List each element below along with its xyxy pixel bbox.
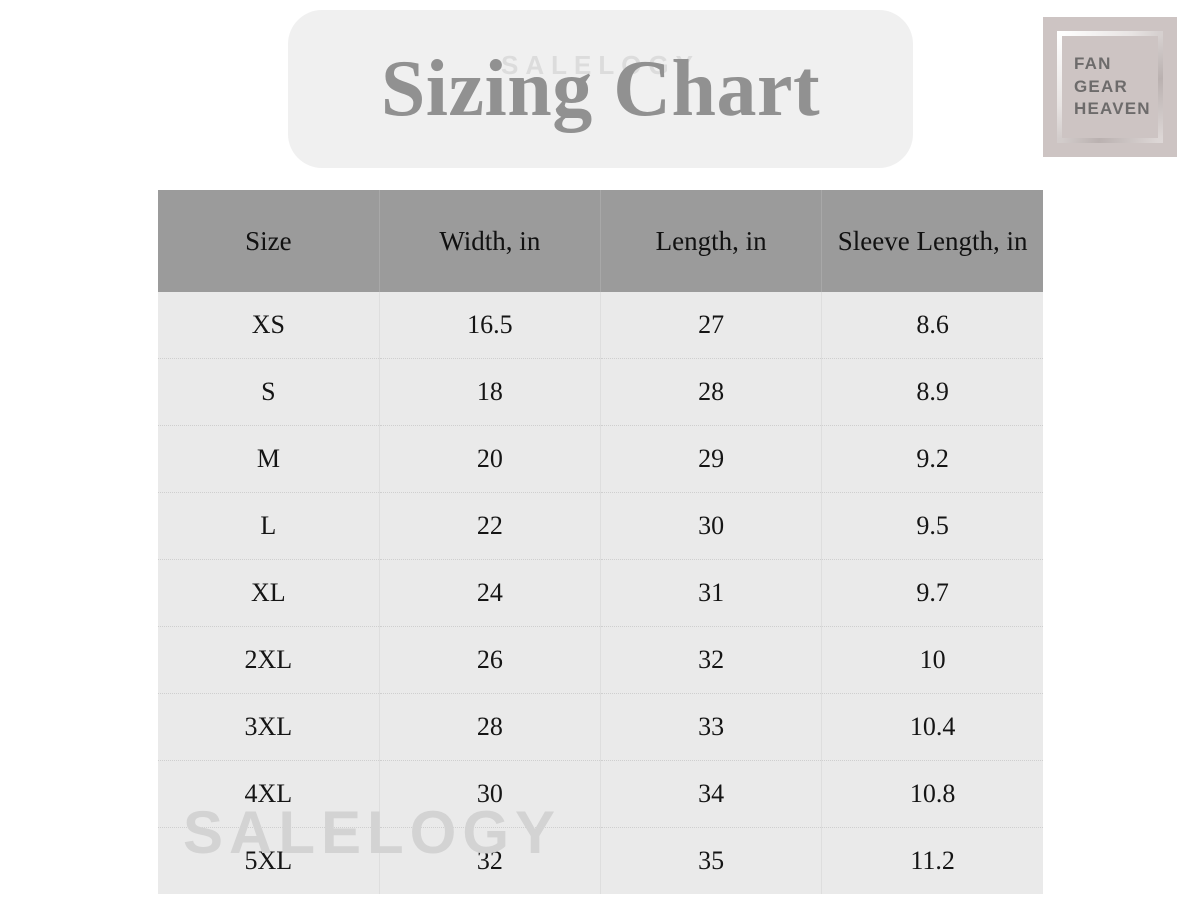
table-row: 4XL 30 34 10.8 bbox=[158, 760, 1043, 828]
table-row: M 20 29 9.2 bbox=[158, 425, 1043, 493]
column-header-size: Size bbox=[158, 190, 380, 292]
table-header-row: Size Width, in Length, in Sleeve Length,… bbox=[158, 190, 1043, 292]
table-row: 5XL 32 35 11.2 bbox=[158, 827, 1043, 894]
cell-length: 34 bbox=[600, 760, 823, 828]
cell-size: XL bbox=[158, 559, 380, 627]
cell-size: L bbox=[158, 492, 380, 560]
table-row: 2XL 26 32 10 bbox=[158, 626, 1043, 694]
cell-width: 22 bbox=[379, 492, 602, 560]
cell-sleeve: 8.6 bbox=[916, 310, 949, 339]
column-header-sleeve-length: Sleeve Length, in bbox=[837, 225, 1028, 256]
column-header-width: Width, in bbox=[379, 190, 602, 292]
sizing-chart-table: Size Width, in Length, in Sleeve Length,… bbox=[158, 190, 1043, 894]
cell-sleeve: 9.7 bbox=[916, 578, 949, 607]
cell-width: 18 bbox=[379, 358, 602, 426]
cell-length: 28 bbox=[600, 358, 823, 426]
cell-sleeve: 11.2 bbox=[910, 846, 955, 875]
cell-length: 32 bbox=[600, 626, 823, 694]
cell-size: 2XL bbox=[158, 626, 380, 694]
table-row: L 22 30 9.5 bbox=[158, 492, 1043, 560]
cell-width: 16.5 bbox=[379, 292, 602, 359]
cell-sleeve: 9.5 bbox=[916, 511, 949, 540]
cell-sleeve: 10.8 bbox=[909, 779, 956, 808]
page-title: Sizing Chart bbox=[380, 45, 821, 133]
table-header: Size Width, in Length, in Sleeve Length,… bbox=[158, 190, 1043, 292]
brand-logo-line-3: HEAVEN bbox=[1074, 99, 1151, 119]
cell-size: M bbox=[158, 425, 380, 493]
brand-logo-frame: FAN GEAR HEAVEN bbox=[1057, 31, 1163, 143]
sizing-chart-table-container: Size Width, in Length, in Sleeve Length,… bbox=[158, 190, 1043, 894]
cell-width: 32 bbox=[379, 827, 602, 894]
table-row: XL 24 31 9.7 bbox=[158, 559, 1043, 627]
cell-sleeve: 8.9 bbox=[916, 377, 949, 406]
cell-size: XS bbox=[158, 292, 380, 359]
brand-logo: FAN GEAR HEAVEN bbox=[1043, 17, 1177, 157]
table-row: XS 16.5 27 8.6 bbox=[158, 292, 1043, 359]
cell-length: 31 bbox=[600, 559, 823, 627]
cell-sleeve: 9.2 bbox=[916, 444, 949, 473]
cell-width: 26 bbox=[379, 626, 602, 694]
cell-sleeve: 10 bbox=[919, 645, 946, 674]
table-body: XS 16.5 27 8.6 S 18 28 8.9 M 20 29 9.2 L… bbox=[158, 292, 1043, 894]
cell-length: 29 bbox=[600, 425, 823, 493]
cell-length: 33 bbox=[600, 693, 823, 761]
table-row: S 18 28 8.9 bbox=[158, 358, 1043, 426]
cell-size: 3XL bbox=[158, 693, 380, 761]
brand-logo-line-1: FAN bbox=[1074, 54, 1112, 74]
cell-length: 35 bbox=[600, 827, 823, 894]
cell-size: S bbox=[158, 358, 380, 426]
cell-width: 24 bbox=[379, 559, 602, 627]
cell-length: 30 bbox=[600, 492, 823, 560]
title-card: SALELOGY Sizing Chart bbox=[288, 10, 913, 168]
cell-width: 20 bbox=[379, 425, 602, 493]
brand-logo-line-2: GEAR bbox=[1074, 76, 1128, 96]
cell-size: 5XL bbox=[158, 827, 380, 894]
column-header-length: Length, in bbox=[600, 190, 823, 292]
cell-size: 4XL bbox=[158, 760, 380, 828]
cell-width: 30 bbox=[379, 760, 602, 828]
cell-width: 28 bbox=[379, 693, 602, 761]
cell-sleeve: 10.4 bbox=[909, 712, 956, 741]
cell-length: 27 bbox=[600, 292, 823, 359]
table-row: 3XL 28 33 10.4 bbox=[158, 693, 1043, 761]
